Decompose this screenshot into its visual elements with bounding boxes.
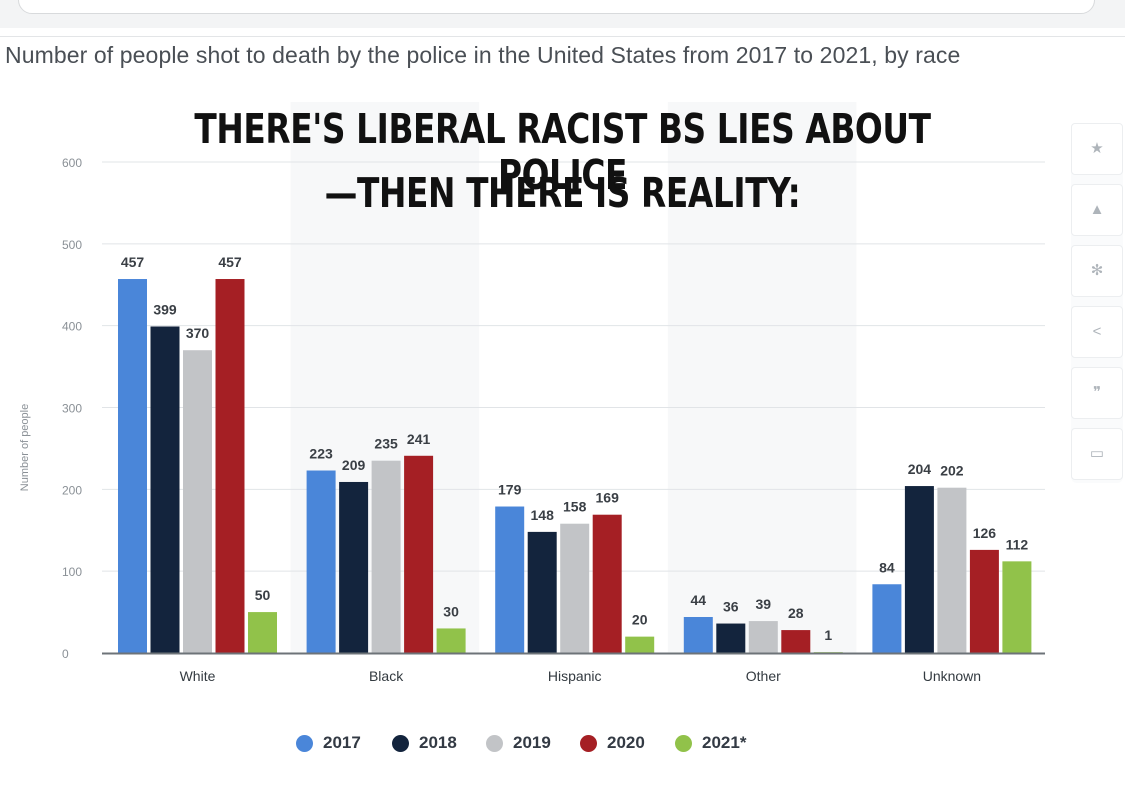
data-label: 50 (255, 587, 271, 603)
bell-icon[interactable]: ▲ (1071, 184, 1123, 236)
legend-label: 2019 (513, 733, 551, 752)
data-label: 28 (788, 605, 804, 621)
data-label: 39 (756, 596, 772, 612)
data-label: 223 (309, 446, 333, 462)
y-tick-label: 400 (62, 320, 82, 334)
data-label: 126 (973, 525, 997, 541)
y-axis-label: Number of people (19, 404, 31, 491)
bar (118, 279, 147, 653)
bar (215, 279, 245, 653)
data-label: 84 (879, 559, 895, 575)
category-band (667, 102, 857, 653)
data-label: 112 (1006, 536, 1029, 552)
legend-dot (675, 735, 692, 752)
gear-icon[interactable]: ✻ (1071, 245, 1123, 297)
bar (527, 531, 557, 653)
share-icon[interactable]: < (1071, 306, 1123, 358)
data-label: 457 (218, 254, 242, 270)
legend-label: 2018 (419, 733, 457, 752)
data-label: 235 (374, 436, 398, 452)
x-tick-label: Other (746, 668, 781, 684)
quote-icon[interactable]: ❞ (1071, 367, 1123, 419)
bar (872, 584, 902, 653)
x-tick-label: Hispanic (548, 668, 602, 684)
data-label: 370 (186, 325, 210, 341)
bar (904, 486, 934, 653)
bar (248, 612, 277, 653)
bar (306, 470, 336, 653)
legend-dot (486, 735, 503, 752)
legend-label: 2020 (607, 733, 645, 752)
bar (683, 616, 713, 653)
y-tick-label: 100 (62, 565, 82, 579)
bar (495, 506, 525, 653)
data-label: 399 (153, 301, 177, 317)
chart-legend: 2017 2018 2019 2020 2021* (290, 730, 850, 758)
data-label: 204 (908, 461, 932, 477)
data-label: 209 (342, 457, 366, 473)
y-tick-label: 0 (62, 647, 69, 661)
data-label: 148 (531, 507, 555, 523)
data-label: 36 (723, 599, 739, 615)
data-label: 179 (498, 482, 522, 498)
bar (404, 455, 434, 653)
top-bar (0, 0, 1125, 28)
star-icon[interactable]: ★ (1071, 123, 1123, 175)
y-tick-label: 200 (62, 483, 82, 497)
data-label: 1 (824, 627, 832, 643)
bar (716, 623, 746, 653)
bar (748, 621, 778, 653)
bar (560, 523, 590, 653)
x-tick-label: White (180, 668, 216, 684)
bar (436, 628, 466, 653)
x-tick-label: Black (369, 668, 404, 684)
print-icon[interactable]: ▭ (1071, 428, 1123, 480)
legend-label: 2021* (702, 733, 747, 752)
legend-label: 2017 (323, 733, 361, 752)
bar (592, 514, 622, 653)
bar (183, 350, 212, 653)
data-label: 202 (940, 463, 964, 479)
legend-dot (392, 735, 409, 752)
y-tick-label: 600 (62, 156, 82, 170)
data-label: 169 (596, 490, 620, 506)
bar (937, 487, 967, 653)
y-tick-label: 300 (62, 402, 82, 416)
chart-title: Number of people shot to death by the po… (5, 42, 961, 68)
bar (781, 630, 811, 653)
data-label: 44 (691, 592, 707, 608)
data-label: 30 (443, 603, 459, 619)
data-label: 20 (632, 612, 648, 628)
bar (371, 460, 401, 653)
legend-dot (296, 735, 313, 752)
y-tick-label: 500 (62, 238, 82, 252)
x-tick-label: Unknown (923, 668, 981, 684)
data-label: 241 (407, 431, 431, 447)
bar (339, 481, 369, 653)
legend-dot (580, 735, 597, 752)
bar (1002, 561, 1032, 653)
overlay-caption-line-2: —THEN THERE IS REALITY: (324, 169, 801, 217)
header-divider (0, 36, 1125, 37)
bar (150, 326, 180, 653)
overlay-caption-line-1: THERE'S LIBERAL RACIST BS LIES ABOUT POL… (194, 105, 931, 199)
chart-tools-sidebar: ★ ▲ ✻ < ❞ ▭ (1071, 123, 1123, 483)
bar (625, 636, 655, 653)
data-label: 158 (563, 499, 587, 515)
bar (969, 549, 999, 653)
data-label: 457 (121, 254, 145, 270)
